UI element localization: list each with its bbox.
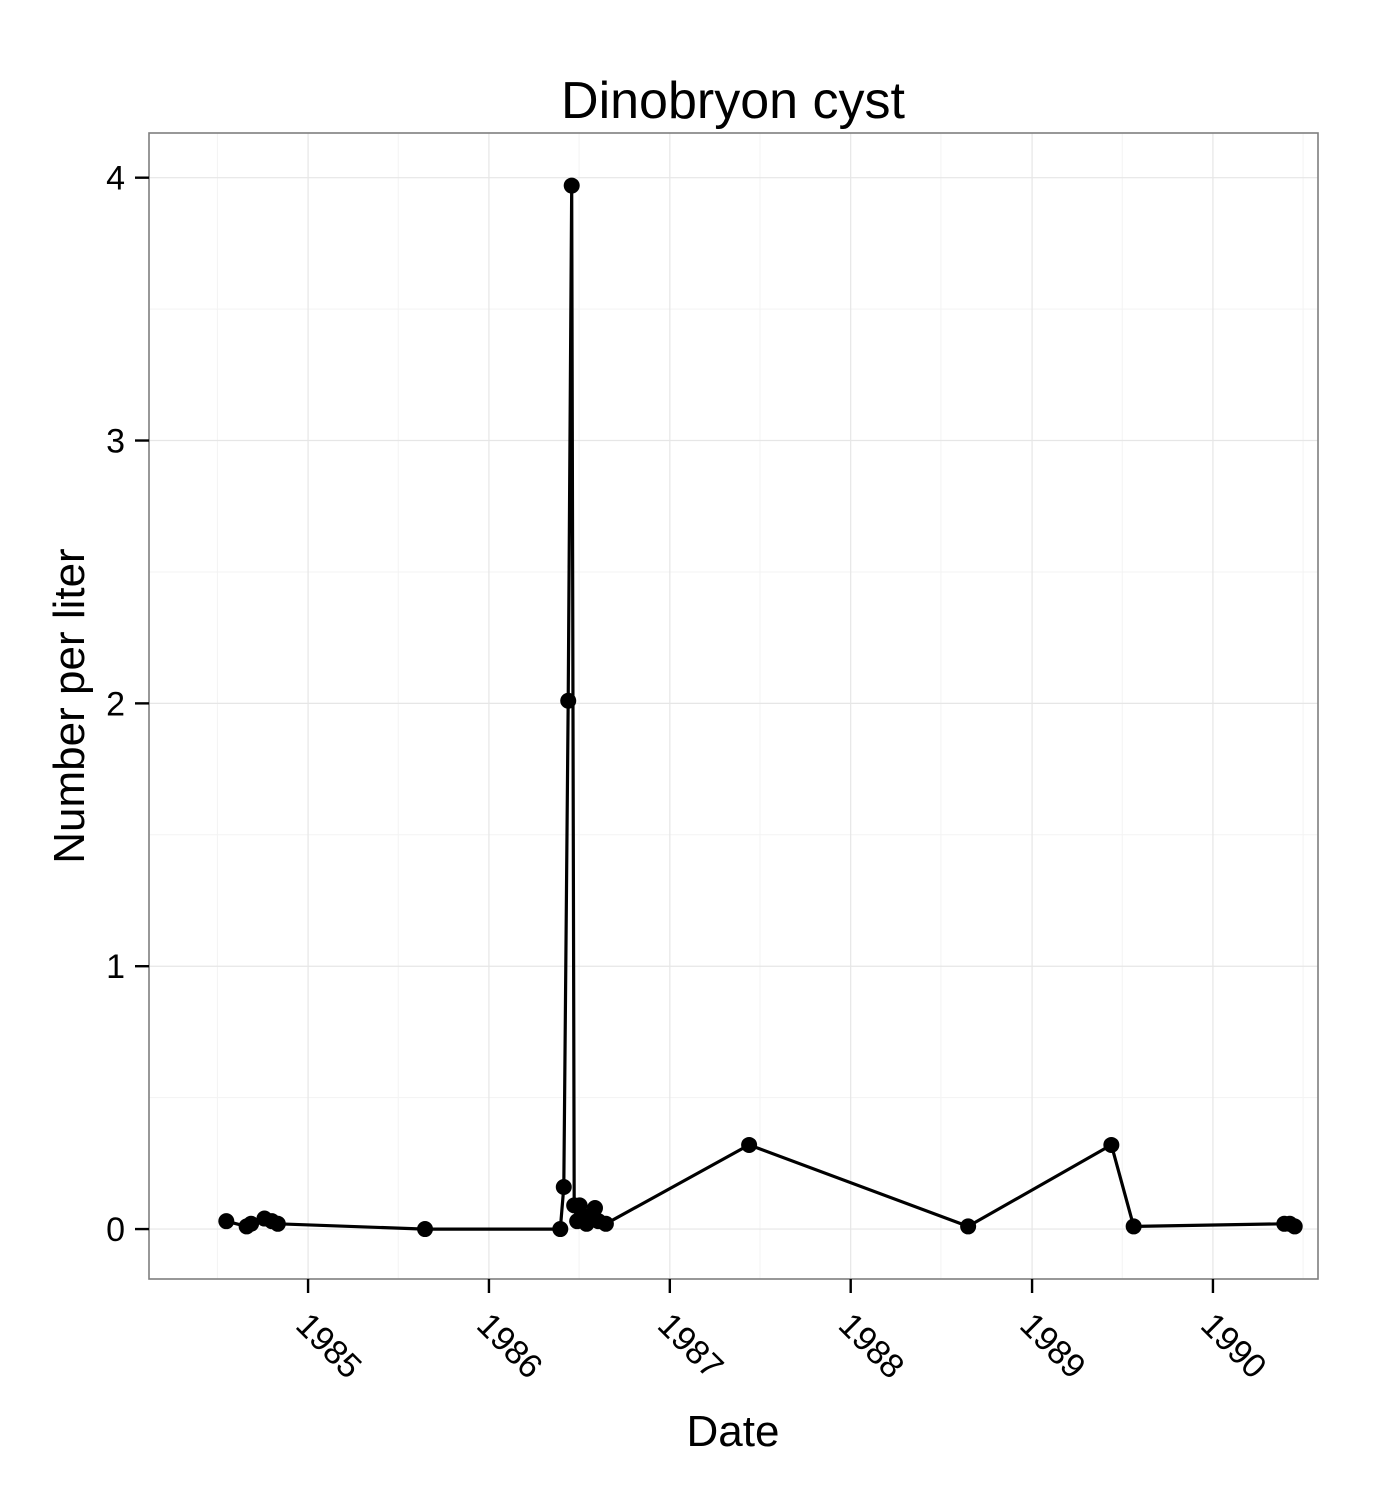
x-tick-label: 1986 xyxy=(469,1306,549,1386)
grid-minor xyxy=(149,133,1318,1279)
data-point xyxy=(741,1136,758,1153)
y-axis-title: Number per liter xyxy=(45,548,94,863)
x-tick-label: 1985 xyxy=(288,1306,368,1386)
data-point xyxy=(960,1218,977,1235)
plot-panel-border xyxy=(148,132,1319,1280)
data-point xyxy=(218,1213,235,1230)
x-tick-label: 1988 xyxy=(831,1306,911,1386)
data-point xyxy=(1286,1218,1303,1235)
plot-panel-background xyxy=(149,133,1318,1279)
series-layer xyxy=(218,177,1303,1238)
data-point xyxy=(1103,1136,1120,1153)
y-tick-label: 0 xyxy=(106,1211,125,1249)
data-point xyxy=(269,1215,286,1232)
data-point xyxy=(563,177,580,194)
x-tick-label: 1987 xyxy=(650,1306,730,1386)
data-point xyxy=(586,1200,603,1217)
data-point xyxy=(417,1221,434,1238)
data-point xyxy=(560,692,577,709)
data-point xyxy=(243,1215,260,1232)
data-point xyxy=(597,1215,614,1232)
x-tick-label: 1989 xyxy=(1012,1306,1092,1386)
y-tick-label: 2 xyxy=(106,685,125,723)
x-tick-label: 1990 xyxy=(1193,1306,1273,1386)
data-point xyxy=(571,1197,588,1214)
data-point xyxy=(552,1221,569,1238)
x-axis: 1985 1986 1987 1988 1989 1990 xyxy=(288,1279,1274,1386)
data-point xyxy=(1125,1218,1142,1235)
y-tick-label: 4 xyxy=(106,160,125,198)
data-point xyxy=(555,1179,572,1196)
grid-major xyxy=(149,133,1318,1279)
x-axis-title: Date xyxy=(687,1407,780,1456)
y-tick-label: 1 xyxy=(106,948,125,986)
y-tick-label: 3 xyxy=(106,423,125,461)
y-axis: 0 1 2 3 4 xyxy=(106,160,149,1249)
chart-title: Dinobryon cyst xyxy=(561,72,905,130)
